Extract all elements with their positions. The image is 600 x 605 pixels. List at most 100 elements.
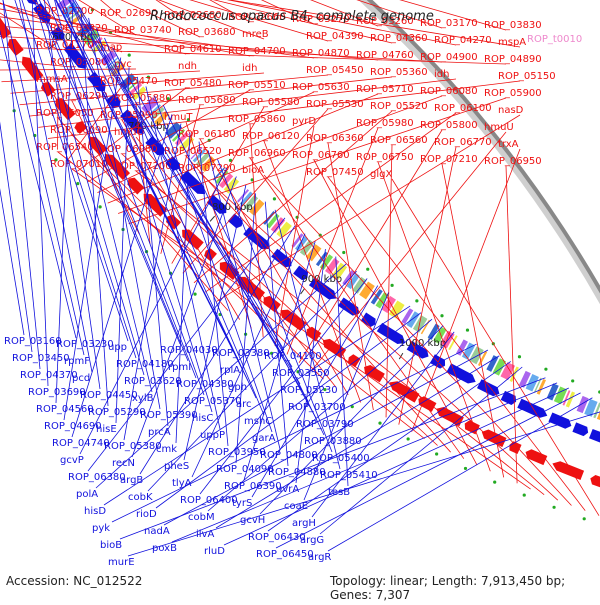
- reverse-gene-label: ROP_03380: [212, 348, 270, 359]
- reverse-gene-label: cobM: [188, 512, 215, 523]
- forward-gene-label: ROP_06560: [370, 135, 428, 146]
- forward-gene-label: mreB: [242, 29, 269, 40]
- marker-dot: [99, 205, 102, 208]
- forward-gene-label: pyrD: [292, 116, 316, 127]
- forward-gene-label: ROP_06750: [356, 152, 414, 163]
- marker-dot: [193, 293, 196, 296]
- forward-gene-label: idh: [434, 69, 449, 80]
- forward-gene-label: ROP_05680: [178, 95, 236, 106]
- reverse-gene-arrow: [228, 213, 243, 228]
- forward-gene-label: ROP_05080: [50, 57, 108, 68]
- marker-dot: [342, 251, 345, 254]
- marker-dot: [76, 182, 79, 185]
- marker-dot: [523, 493, 526, 496]
- reverse-gene-label: ROP_04690: [44, 421, 102, 432]
- forward-gene-label: ROP_06120: [242, 131, 300, 142]
- reverse-gene-label: ROP_04450: [80, 390, 138, 401]
- forward-gene-label: ROP_05480: [164, 78, 222, 89]
- reverse-gene-label: murE: [108, 557, 135, 568]
- forward-label-connector: [412, 149, 520, 432]
- forward-gene-label: ROP_05520: [370, 101, 428, 112]
- reverse-gene-arrow: [517, 399, 547, 418]
- marker-dot: [544, 368, 547, 371]
- reverse-gene-label: pyk: [92, 523, 110, 534]
- forward-gene-label: ROP_05860: [228, 114, 286, 125]
- reverse-label-connector: [320, 367, 522, 534]
- reverse-label-connector: [30, 0, 48, 386]
- reverse-gene-label: ROP_03230: [56, 339, 114, 350]
- reverse-gene-label: ROP_03620: [124, 376, 182, 387]
- reverse-gene-label: rpmF: [64, 356, 90, 367]
- reverse-gene-label: polA: [76, 489, 98, 500]
- marker-dot: [464, 467, 467, 470]
- reverse-gene-label: rioD: [136, 509, 157, 520]
- reverse-gene-label: nadA: [144, 526, 170, 537]
- reverse-gene-arrow: [446, 363, 475, 383]
- reverse-gene-label: prcA: [148, 427, 171, 438]
- reverse-gene-label: rluD: [204, 546, 225, 557]
- reverse-gene-label: argG: [300, 535, 324, 546]
- genome-title: Rhodococcus opacus B4, complete genome: [150, 9, 434, 24]
- forward-gene-label: ROP_07450: [306, 167, 364, 178]
- reverse-gene-label: ROP_03160: [4, 336, 62, 347]
- marker-dot: [128, 54, 131, 57]
- reverse-gene-label: xylB: [132, 393, 154, 404]
- forward-gene-label: ROP_05360: [370, 67, 428, 78]
- reverse-gene-label: uppP: [200, 430, 225, 441]
- reverse-label-connector: [304, 293, 388, 500]
- reverse-gene-label: ROP_04090: [216, 464, 274, 475]
- forward-gene-arrow: [590, 475, 600, 489]
- reverse-gene-label: cmk: [156, 444, 177, 455]
- reverse-gene-label: upp: [108, 342, 127, 353]
- forward-gene-label: ROP_06980: [100, 144, 158, 155]
- forward-gene-arrow: [552, 461, 584, 480]
- forward-gene-label: mmsA: [36, 74, 68, 85]
- forward-gene-label: mspA: [498, 37, 526, 48]
- forward-gene-label: ROP_04390: [306, 31, 364, 42]
- marker-dot: [552, 506, 555, 509]
- forward-gene-label: ROP_04360: [370, 33, 428, 44]
- accession-text: Accession: NC_012522: [6, 574, 142, 588]
- forward-gene-label: ROP_07210: [420, 154, 478, 165]
- marker-dot: [273, 197, 276, 200]
- forward-gene-label: ROP_05800: [420, 120, 478, 131]
- marker-dot: [415, 299, 418, 302]
- forward-gene-label: ROP_03830: [484, 20, 542, 31]
- reverse-gene-label: ROP_05380: [104, 441, 162, 452]
- marker-dot: [518, 355, 521, 358]
- reverse-label-connector: [218, 159, 332, 452]
- reverse-gene-label: hisC: [192, 413, 213, 424]
- trna-gene-label: ROP_t0010: [527, 34, 582, 45]
- forward-gene-label: ROP_05510: [228, 80, 286, 91]
- forward-gene-label: ROP_05580: [242, 97, 300, 108]
- reverse-gene-arrow: [361, 313, 376, 328]
- reverse-gene-label: argR: [308, 552, 331, 563]
- marker-dot: [571, 379, 574, 382]
- reverse-gene-label: coaE: [284, 501, 308, 512]
- marker-dot: [366, 268, 369, 271]
- forward-gene-label: ROP_06960: [228, 148, 286, 159]
- forward-gene-label: ROP_05980: [356, 118, 414, 129]
- reverse-gene-arrow: [589, 429, 600, 447]
- forward-gene-label: bioA: [242, 165, 264, 176]
- forward-gene-label: ROP_06950: [484, 156, 542, 167]
- reverse-gene-label: argB: [120, 475, 143, 486]
- marker-dot: [466, 328, 469, 331]
- forward-gene-label: ROP_03680: [178, 27, 236, 38]
- reverse-gene-label: hisD: [84, 506, 106, 517]
- forward-gene-label: ROP_04270: [434, 35, 492, 46]
- reverse-gene-label: ROP_06450: [256, 549, 314, 560]
- marker-dot: [493, 481, 496, 484]
- forward-gene-label: ROP_06760: [292, 150, 350, 161]
- forward-gene-label: idh: [242, 63, 257, 74]
- forward-gene-label: ROP_05710: [356, 84, 414, 95]
- forward-gene-label: ROP_05900: [484, 88, 542, 99]
- reverse-gene-label: ROP_04370: [20, 370, 78, 381]
- forward-gene-label: ROP_06180: [178, 129, 236, 140]
- reverse-gene-label: gph: [228, 382, 247, 393]
- forward-gene-label: ROP_05530: [306, 99, 364, 110]
- marker-dot: [435, 452, 438, 455]
- forward-gene-label: ROP_06770: [434, 137, 492, 148]
- forward-label-connector: [506, 166, 517, 483]
